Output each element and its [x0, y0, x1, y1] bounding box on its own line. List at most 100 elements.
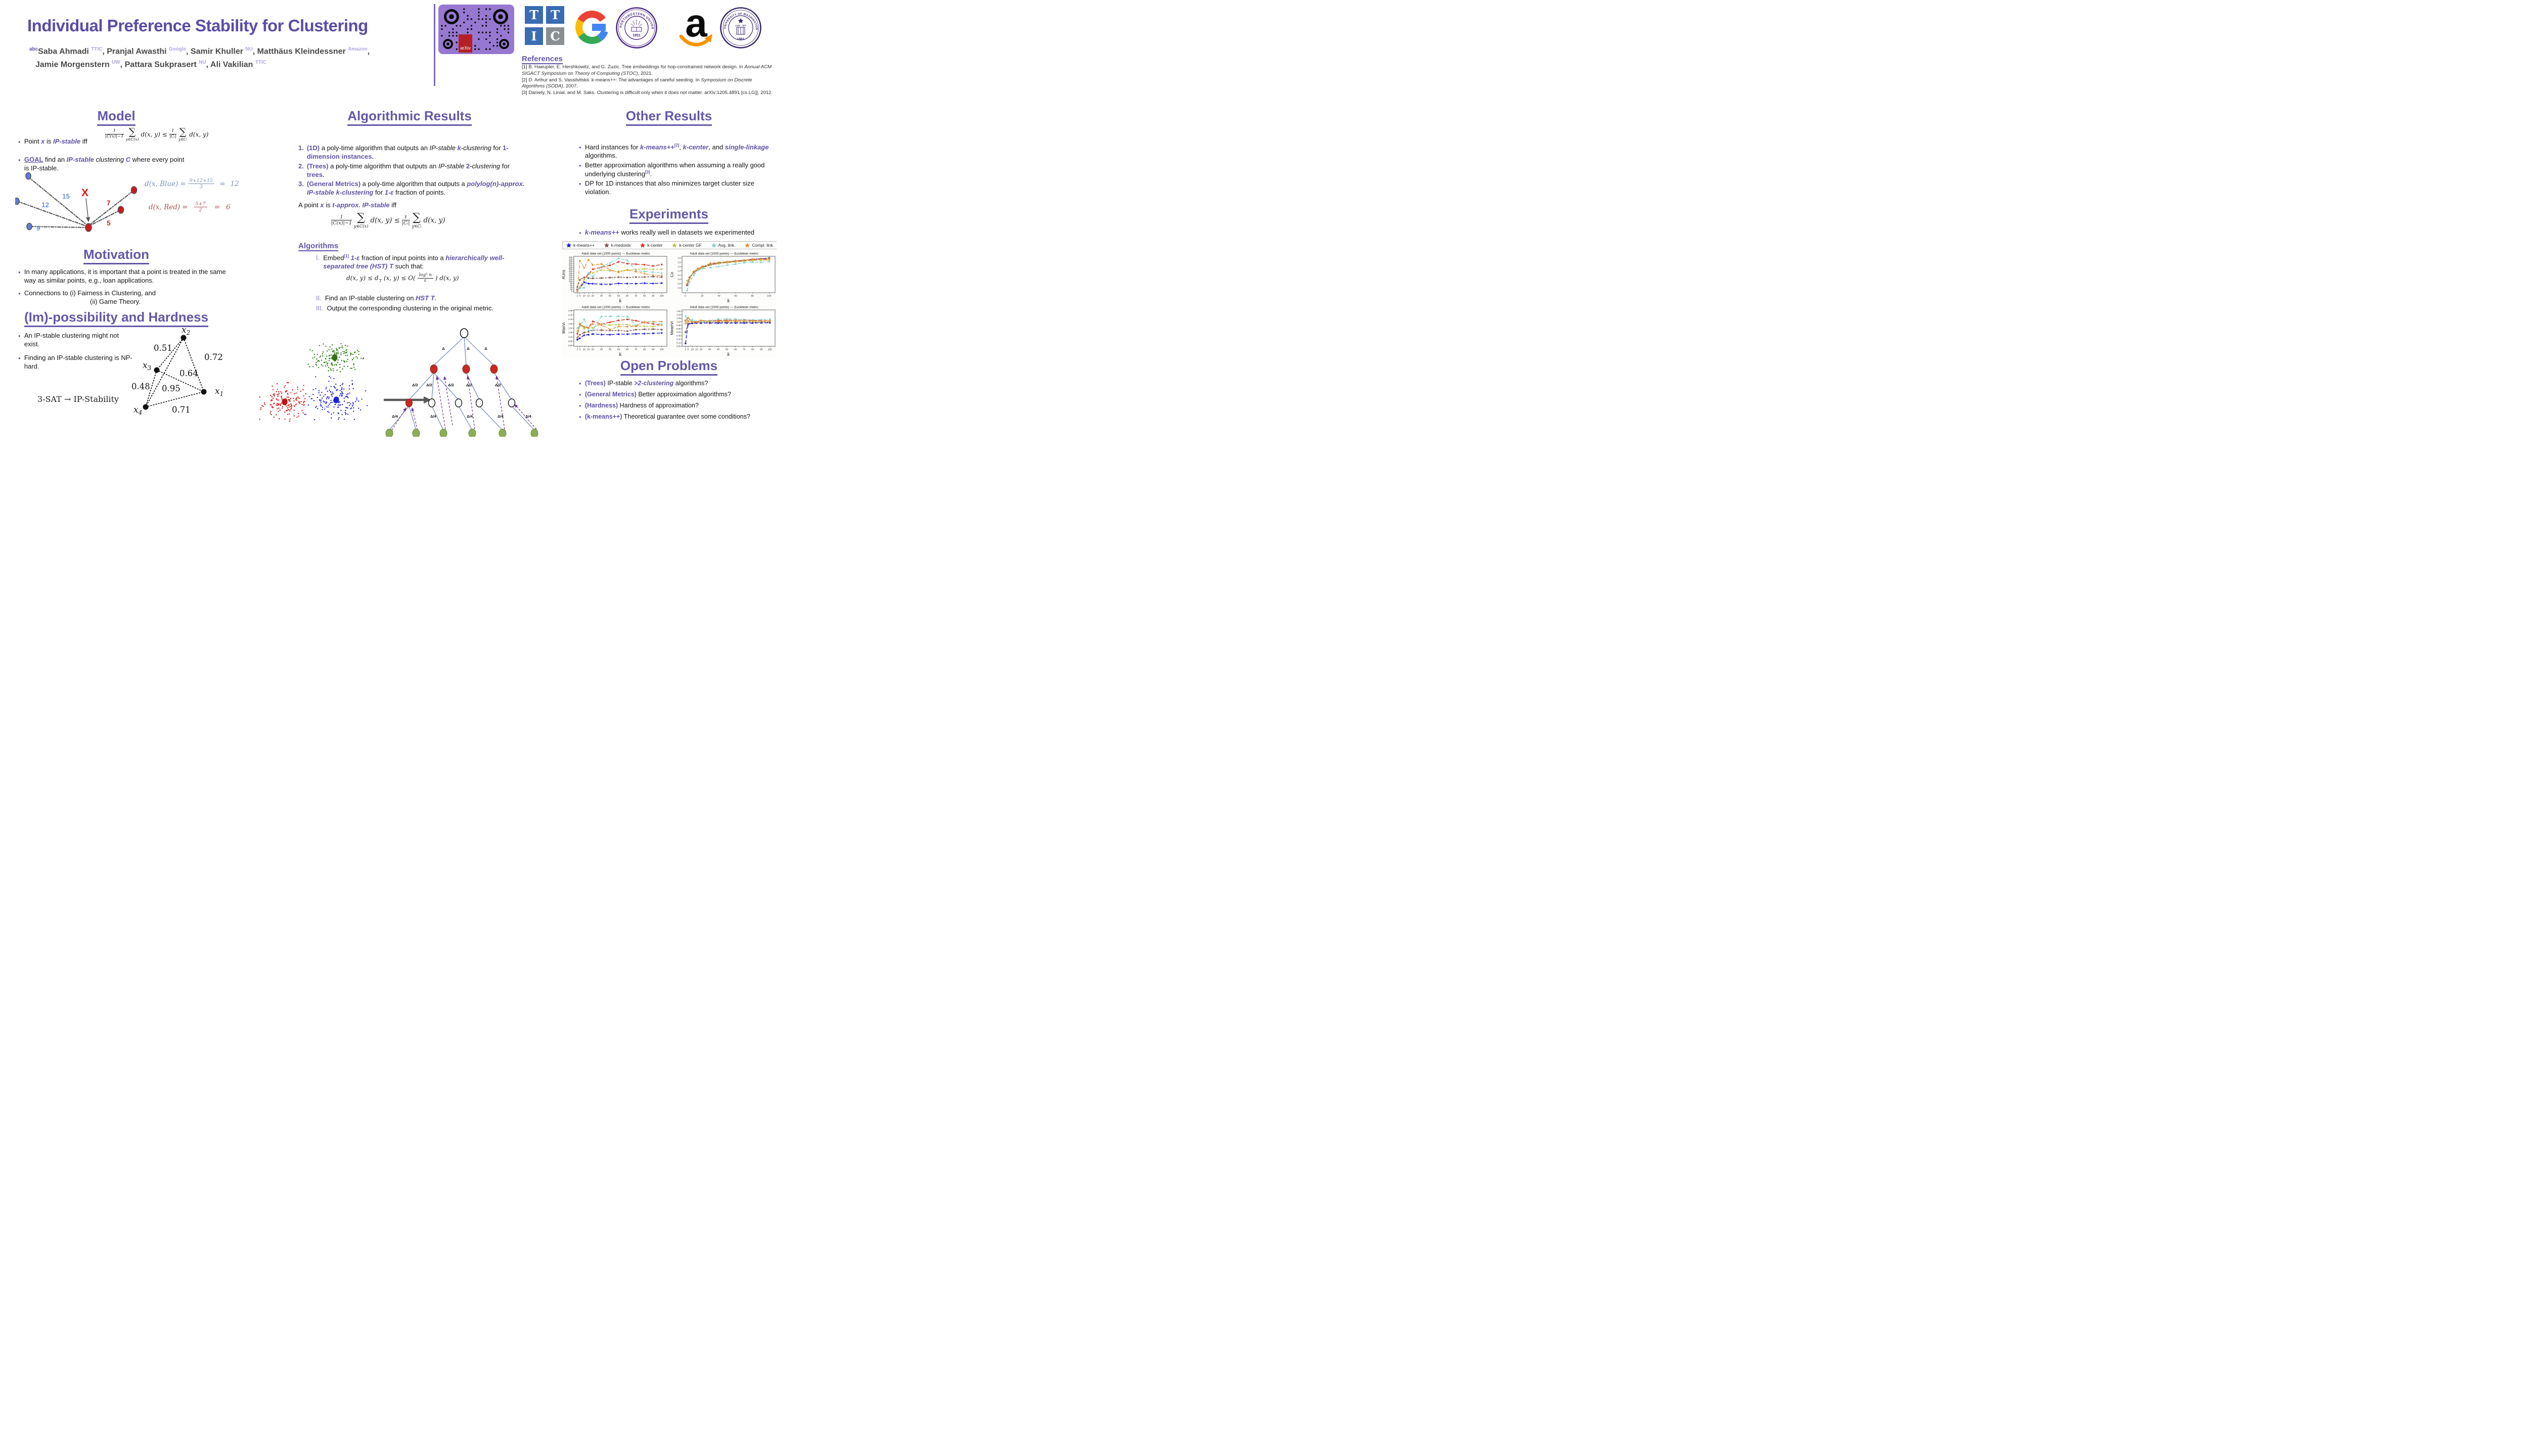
ttic-logo: T T I C [525, 6, 565, 46]
legend-item: k-means++ [566, 242, 595, 248]
svg-text:40: 40 [609, 348, 612, 351]
algorithmic-results-heading: Algorithmic Results [298, 108, 521, 126]
experiments-bullet-1: k-means++ works really well in datasets … [579, 229, 777, 237]
graph-edge-048: 0.48 [131, 382, 150, 391]
other-bullet-2: Better approximation algorithms when ass… [579, 161, 777, 178]
svg-text:0: 0 [571, 290, 573, 293]
svg-text:0.60: 0.60 [568, 344, 573, 347]
svg-text:1.8: 1.8 [678, 261, 681, 263]
svg-text:2.68: 2.68 [568, 309, 573, 312]
model-heading: Model [15, 108, 217, 126]
graph-edge-071: 0.71 [172, 405, 191, 415]
other-bullet-1: Hard instances for k-means++[2], k-cente… [579, 143, 777, 160]
other-bullet-3: DP for 1D instances that also minimizes … [579, 179, 777, 196]
delta2-label: Δ/2 [426, 383, 432, 387]
t-approx-intro: A point x is t-approx. IP-stable iff [298, 201, 397, 209]
blue-edge-label-15: 15 [62, 193, 70, 200]
legend-item: Compl. link. [744, 242, 774, 248]
svg-text:60: 60 [734, 348, 737, 351]
svg-text:20: 20 [570, 288, 572, 291]
distance-red-formula: d(x, Red) = 5+7 2 = 6 [149, 201, 231, 213]
algorithmic-item-2: 2. (Trees) a poly-time algorithm that out… [298, 162, 510, 178]
svg-text:70: 70 [743, 348, 746, 351]
svg-text:20: 20 [592, 295, 595, 298]
svg-text:50: 50 [726, 348, 729, 351]
svg-text:5: 5 [579, 295, 581, 298]
svg-text:k: k [727, 299, 730, 303]
ip-stable-example-diagram: X 15 12 9 7 5 [15, 172, 138, 232]
chart-cost: Adult data set (1000 points) --- Euclide… [670, 251, 777, 303]
svg-text:0.64: 0.64 [676, 331, 681, 334]
delta4-label: Δ/4 [467, 414, 473, 419]
distance-blue-formula: d(x, Blue) = 9+12+15 3 = 12 [145, 178, 239, 190]
graph-edge-072: 0.72 [204, 352, 223, 362]
graph-node-x1: x1 [215, 386, 223, 397]
svg-text:1.38: 1.38 [568, 331, 573, 334]
svg-text:80: 80 [751, 295, 754, 298]
svg-text:1.12: 1.12 [676, 321, 681, 323]
svg-text:2.42: 2.42 [568, 314, 573, 316]
svg-text:200: 200 [569, 270, 573, 272]
svg-text:50: 50 [617, 295, 620, 298]
svg-text:60: 60 [626, 295, 629, 298]
model-bullet-1: Point x is IP-stable iff [18, 138, 107, 146]
reference-item-3: [3] Daniely, N. Linial, and M. Saks. Clu… [522, 90, 773, 96]
svg-text:Adult data set (1000 points) -: Adult data set (1000 points) --- Euclide… [690, 252, 758, 256]
references-heading: References [522, 55, 563, 64]
svg-text:80: 80 [570, 282, 572, 285]
other-results-heading: Other Results [565, 108, 773, 126]
x-point-label: X [81, 187, 88, 199]
northwestern-seal: NORTHWESTERN UNIVERSITY 1851 [616, 7, 657, 49]
delta2-label: Δ/2 [412, 383, 418, 387]
svg-text:5: 5 [688, 348, 689, 351]
svg-text:100: 100 [569, 280, 573, 283]
svg-text:10: 10 [583, 348, 586, 351]
authors-line-2: Jamie Morgenstern UW, Pattara Sukprasert… [35, 60, 266, 69]
algorithmic-item-3: 3. (General Metrics) a poly-time algorith… [298, 180, 525, 196]
t-approx-formula: 1 |C(x)|−1 ∑ y∈C(x) d(x, y) ≤ t |Cᵢ| ∑ y∈Cᵢ … [331, 211, 445, 229]
svg-text:20: 20 [701, 295, 704, 298]
delta4-label: Δ/4 [525, 414, 531, 419]
algorithmic-item-1: 1. (1D) a poly-time algorithm that output… [298, 144, 509, 160]
svg-text:1.64: 1.64 [568, 327, 573, 330]
algorithms-subheading: Algorithms [298, 242, 339, 251]
hardness-graph: x2 x3 x1 x4 0.51 0.72 0.64 0.48 0.95 0.7… [131, 327, 223, 416]
hardness-bullet-1: An IP-stable clustering might not exist. [18, 332, 132, 348]
svg-text:1.6: 1.6 [678, 265, 681, 268]
hardness-bullet-2: Finding an IP-stable clustering is NP-ha… [18, 354, 137, 371]
svg-text:90: 90 [652, 295, 655, 298]
open-problems-heading: Open Problems [565, 358, 773, 376]
svg-text:5: 5 [579, 348, 581, 351]
legend-item: k-center GF [671, 242, 702, 248]
open-problem-2: (General Metrics) Better approximation a… [579, 390, 777, 398]
motivation-bullet-2-cont: (ii) Game Theory. [90, 298, 141, 305]
motivation-heading: Motivation [15, 247, 217, 264]
svg-text:10: 10 [691, 348, 694, 351]
svg-text:70: 70 [635, 295, 638, 298]
graph-edge-095: 0.95 [162, 384, 180, 393]
poster-root: Individual Preference Stability for Clus… [0, 0, 777, 437]
chart-maxvi: Adult data set (1000 points) --- Euclide… [562, 304, 669, 357]
svg-text:k: k [619, 352, 621, 357]
ttic-tile-t1: T [525, 6, 543, 24]
sat-reduction-label: 3-SAT → IP-Stability [37, 394, 119, 404]
northwestern-ring-text: NORTHWESTERN UNIVERSITY [616, 7, 654, 30]
svg-text:80: 80 [751, 348, 754, 351]
reference-item-1: [1] B. Haeupler, E. Hershkowitz, and G. … [522, 64, 772, 76]
svg-text:MeanVi: MeanVi [670, 321, 674, 335]
svg-text:100: 100 [660, 295, 664, 298]
svg-text:40: 40 [717, 295, 720, 298]
svg-text:90: 90 [760, 348, 763, 351]
assignment-arrows [391, 375, 537, 431]
svg-text:0.6: 0.6 [678, 287, 681, 289]
graph-edge-064: 0.64 [179, 369, 198, 378]
arxiv-label: arXiv [460, 46, 471, 51]
svg-text:40: 40 [609, 295, 612, 298]
svg-text:160: 160 [569, 274, 573, 277]
delta4-label: Δ/4 [498, 414, 504, 419]
svg-text:60: 60 [626, 348, 629, 351]
impossibility-heading: (Im)-possibility and Hardness [10, 309, 222, 327]
svg-text:30: 30 [600, 348, 603, 351]
svg-text:#Uns: #Uns [562, 270, 566, 280]
svg-text:100: 100 [767, 295, 771, 298]
